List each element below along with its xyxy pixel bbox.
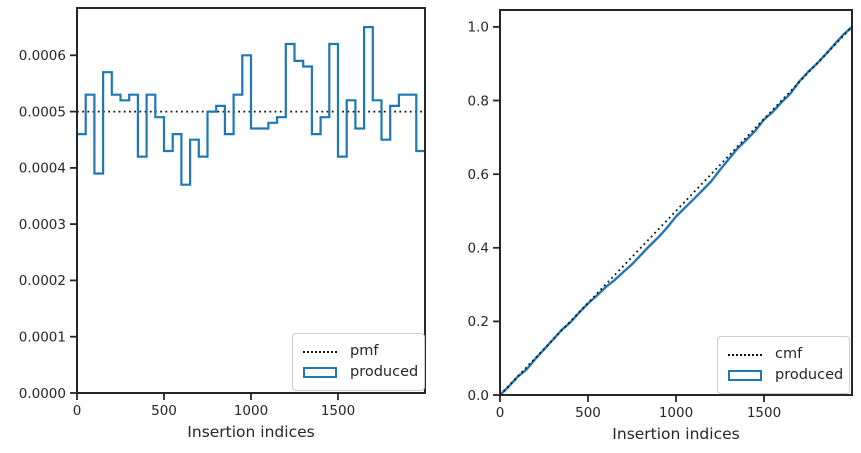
y-tick-label: 0.0002 — [19, 273, 66, 289]
dotted-line-sample-icon — [728, 353, 762, 356]
pmf-xaxis-label: Insertion indices — [187, 423, 315, 441]
axes-spines — [76, 7, 426, 394]
y-tick-label: 0.0005 — [19, 104, 66, 120]
axes-spines — [499, 9, 853, 396]
y-tick-label: 0.0001 — [19, 330, 66, 346]
step-outline-sample-icon — [303, 367, 337, 378]
y-tick-label: 0.2 — [468, 314, 489, 330]
x-tick-label: 500 — [151, 403, 177, 419]
legend-item-cmf: cmf — [728, 344, 845, 365]
x-tick-label: 1000 — [234, 403, 268, 419]
x-tick-label: 1000 — [659, 405, 693, 421]
legend-label-produced: produced — [775, 367, 844, 384]
cmf-legend: cmf produced — [717, 336, 850, 394]
legend-label-pmf: pmf — [350, 343, 379, 360]
step-outline-sample-icon — [728, 370, 762, 381]
y-tick-label: 0.0006 — [19, 48, 66, 64]
produced-step-line — [77, 26, 425, 186]
x-tick-label: 1500 — [747, 405, 781, 421]
legend-label-produced: produced — [350, 364, 419, 381]
x-tick-label: 500 — [575, 405, 601, 421]
y-tick-label: 1.0 — [468, 20, 489, 36]
legend-item-produced: produced — [303, 362, 420, 383]
pmf-legend: pmf produced — [292, 333, 425, 391]
cmf-xaxis-label: Insertion indices — [612, 425, 740, 443]
y-tick-label: 0.0004 — [19, 161, 66, 177]
y-tick-label: 0.0003 — [19, 217, 66, 233]
dotted-line-sample-icon — [303, 350, 337, 353]
legend-item-produced: produced — [728, 365, 845, 386]
legend-item-pmf: pmf — [303, 341, 420, 362]
y-tick-label: 0.6 — [468, 167, 489, 183]
x-tick-label: 0 — [496, 405, 505, 421]
y-tick-label: 0.0 — [468, 388, 489, 404]
legend-label-cmf: cmf — [775, 346, 803, 363]
y-tick-label: 0.8 — [468, 93, 489, 109]
y-tick-label: 0.0000 — [19, 386, 66, 402]
x-tick-label: 1500 — [321, 403, 355, 419]
y-tick-label: 0.4 — [468, 241, 489, 257]
x-tick-label: 0 — [73, 403, 82, 419]
cmf-dotted-line — [499, 26, 853, 396]
produced-cmf-line — [499, 26, 853, 396]
